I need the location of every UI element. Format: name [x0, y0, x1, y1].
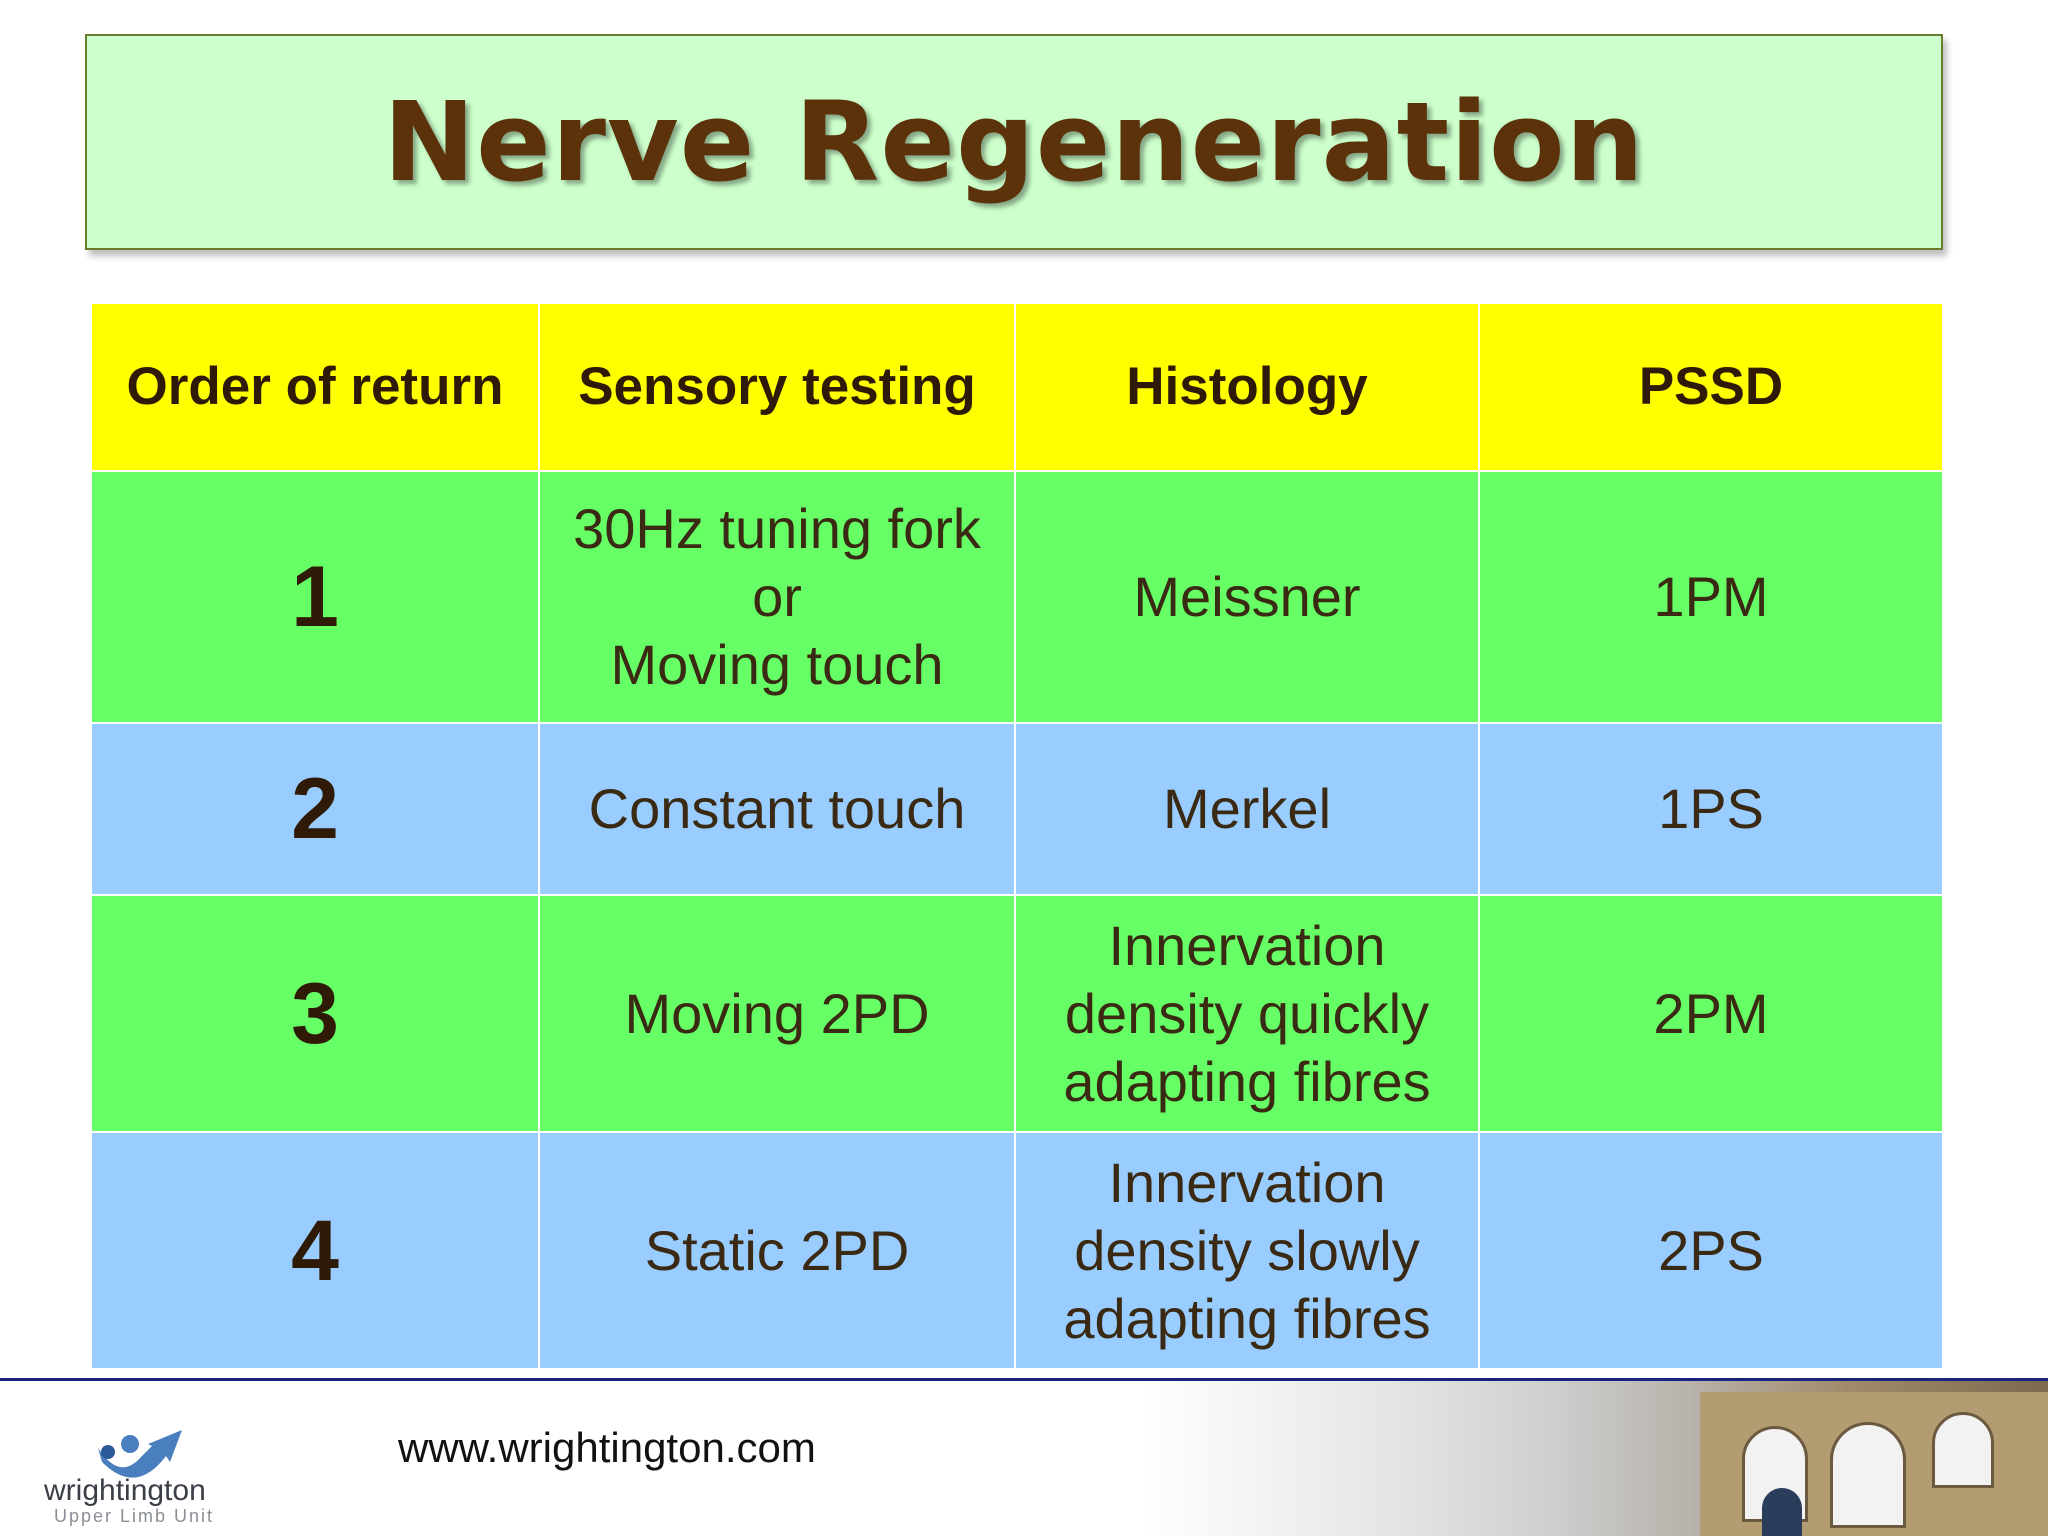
order-cell: 1 — [90, 470, 540, 724]
sensory-line: Moving 2PD — [624, 981, 930, 1045]
order-cell: 3 — [90, 894, 540, 1133]
footer-divider — [0, 1378, 2048, 1381]
building-window — [1932, 1412, 1994, 1488]
nerve-regeneration-table: Order of return Sensory testing Histolog… — [90, 302, 1944, 1370]
sensory-line: Static 2PD — [644, 1218, 910, 1282]
histology-line: Merkel — [1162, 777, 1332, 840]
sensory-line: or — [752, 565, 802, 628]
building-door — [1762, 1488, 1802, 1536]
histology-cell: Meissner — [1014, 470, 1480, 724]
pssd-cell: 2PS — [1478, 1131, 1944, 1370]
pssd-cell: 1PM — [1478, 470, 1944, 724]
table-row: 4 Static 2PD Innervation density slowly … — [90, 1131, 1944, 1370]
sensory-line: Constant touch — [588, 777, 966, 840]
histology-line: density quickly — [1064, 981, 1430, 1045]
histology-cell: Merkel — [1014, 722, 1480, 896]
building-window — [1830, 1422, 1906, 1528]
person-arrow-logo-icon — [98, 1430, 182, 1478]
sensory-cell: Static 2PD — [538, 1131, 1016, 1370]
footer-url: www.wrightington.com — [398, 1424, 816, 1471]
sensory-cell: 30Hz tuning fork or Moving touch — [538, 470, 1016, 724]
pssd-cell: 2PM — [1478, 894, 1944, 1133]
logo-wordmark: wrightington — [44, 1474, 206, 1507]
logo-subtitle: Upper Limb Unit — [54, 1506, 215, 1526]
table-row: 3 Moving 2PD Innervation density quickly… — [90, 894, 1944, 1133]
header-pssd: PSSD — [1478, 302, 1944, 472]
table-header-row: Order of return Sensory testing Histolog… — [90, 302, 1944, 472]
histology-line: Innervation — [1108, 1150, 1386, 1214]
header-histology: Histology — [1014, 302, 1480, 472]
header-order-of-return: Order of return — [90, 302, 540, 472]
histology-cell: Innervation density slowly adapting fibr… — [1014, 1131, 1480, 1370]
building-facade-image — [1700, 1392, 2048, 1536]
title-box: Nerve Regeneration — [85, 34, 1943, 250]
histology-cell: Innervation density quickly adapting fib… — [1014, 894, 1480, 1133]
sensory-line: Moving touch — [610, 633, 944, 696]
pssd-cell: 1PS — [1478, 722, 1944, 896]
order-cell: 4 — [90, 1131, 540, 1370]
sensory-line: 30Hz tuning fork — [573, 497, 981, 560]
sensory-cell: Constant touch — [538, 722, 1016, 896]
sensory-cell: Moving 2PD — [538, 894, 1016, 1133]
table-row: 2 Constant touch Merkel 1PS — [90, 722, 1944, 896]
order-cell: 2 — [90, 722, 540, 896]
header-sensory-testing: Sensory testing — [538, 302, 1016, 472]
histology-line: Meissner — [1133, 565, 1361, 628]
histology-line: adapting fibres — [1063, 1049, 1431, 1113]
table-row: 1 30Hz tuning fork or Moving touch Meiss… — [90, 470, 1944, 724]
page-title: Nerve Regeneration — [383, 78, 1645, 206]
histology-line: adapting fibres — [1063, 1286, 1431, 1350]
histology-line: Innervation — [1108, 913, 1386, 977]
histology-line: density slowly — [1074, 1218, 1420, 1282]
